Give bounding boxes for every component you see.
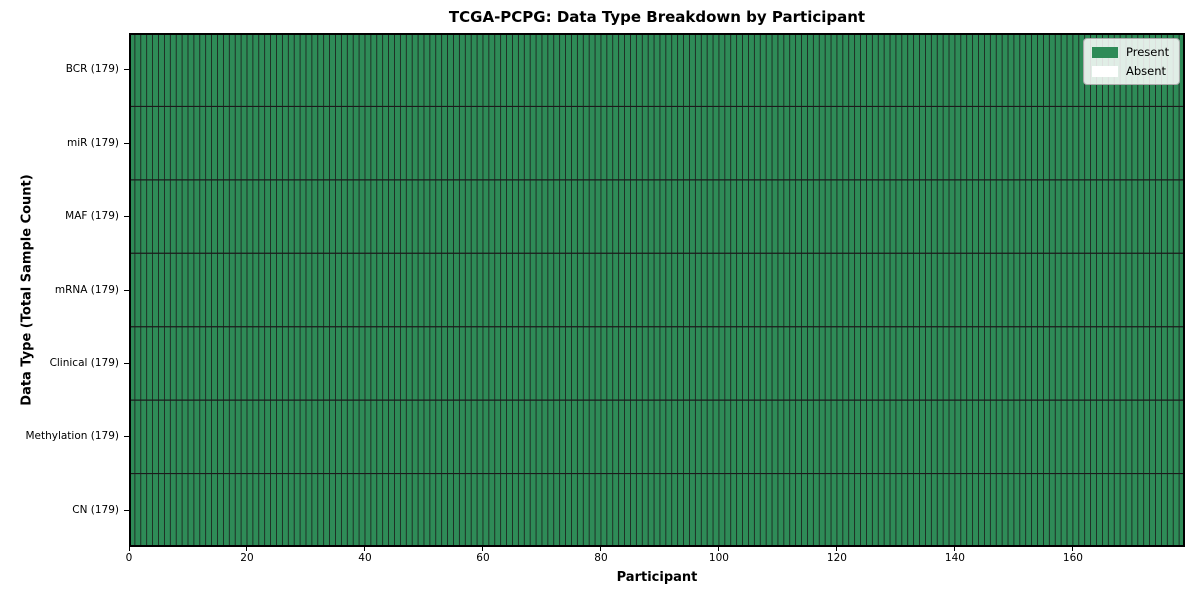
y-tick-mark xyxy=(124,142,129,144)
axes-spine xyxy=(129,33,1185,547)
y-tick-mark xyxy=(124,436,129,438)
y-tick-mark xyxy=(124,69,129,71)
y-tick-mark xyxy=(124,509,129,511)
legend-swatch-present-icon xyxy=(1092,46,1118,58)
x-tick-label: 40 xyxy=(358,552,372,564)
x-tick-label: 140 xyxy=(944,552,965,564)
heatmap-row-present xyxy=(129,473,1185,547)
legend-entry: Absent xyxy=(1092,64,1169,78)
y-tick-mark xyxy=(124,289,129,291)
y-tick-label: CN (179) xyxy=(72,503,119,516)
x-tick-mark xyxy=(246,547,248,551)
x-tick-label: 60 xyxy=(476,552,490,564)
legend: Present Absent xyxy=(1083,38,1181,85)
y-tick-mark xyxy=(124,362,129,364)
x-tick-mark xyxy=(836,547,838,551)
y-tick-mark xyxy=(124,216,129,218)
plot-area xyxy=(129,33,1185,547)
heatmap-row-present xyxy=(129,179,1185,254)
y-tick-label: miR (179) xyxy=(66,136,119,149)
legend-label: Absent xyxy=(1126,64,1167,78)
legend-label: Present xyxy=(1126,45,1170,59)
y-tick-label: mRNA (179) xyxy=(54,283,119,296)
x-tick-label: 100 xyxy=(708,552,729,564)
heatmap-row-present xyxy=(129,106,1185,180)
heatmap-row-present xyxy=(129,326,1185,401)
legend-entry: Present xyxy=(1092,45,1169,59)
x-tick-mark xyxy=(1072,547,1074,551)
x-tick-mark xyxy=(954,547,956,551)
legend-swatch-absent-icon xyxy=(1092,65,1118,77)
x-tick-label: 120 xyxy=(826,552,847,564)
x-tick-mark xyxy=(482,547,484,551)
x-tick-label: 80 xyxy=(594,552,608,564)
y-tick-label: BCR (179) xyxy=(65,63,119,76)
x-tick-label: 0 xyxy=(125,552,133,564)
x-axis-label: Participant xyxy=(616,570,698,585)
chart-title: TCGA-PCPG: Data Type Breakdown by Partic… xyxy=(448,8,866,26)
heatmap-row-present xyxy=(129,400,1185,474)
heatmap-row-present xyxy=(129,33,1185,107)
y-tick-label: MAF (179) xyxy=(65,210,119,223)
x-tick-mark xyxy=(364,547,366,551)
x-tick-mark xyxy=(718,547,720,551)
x-tick-label: 20 xyxy=(240,552,254,564)
y-tick-label: Clinical (179) xyxy=(49,356,119,369)
heatmap-row-present xyxy=(129,253,1185,327)
x-tick-mark xyxy=(128,547,130,551)
x-tick-mark xyxy=(600,547,602,551)
heatmap-canvas xyxy=(129,33,1185,547)
y-tick-label: Methylation (179) xyxy=(25,430,119,443)
x-tick-label: 160 xyxy=(1062,552,1083,564)
